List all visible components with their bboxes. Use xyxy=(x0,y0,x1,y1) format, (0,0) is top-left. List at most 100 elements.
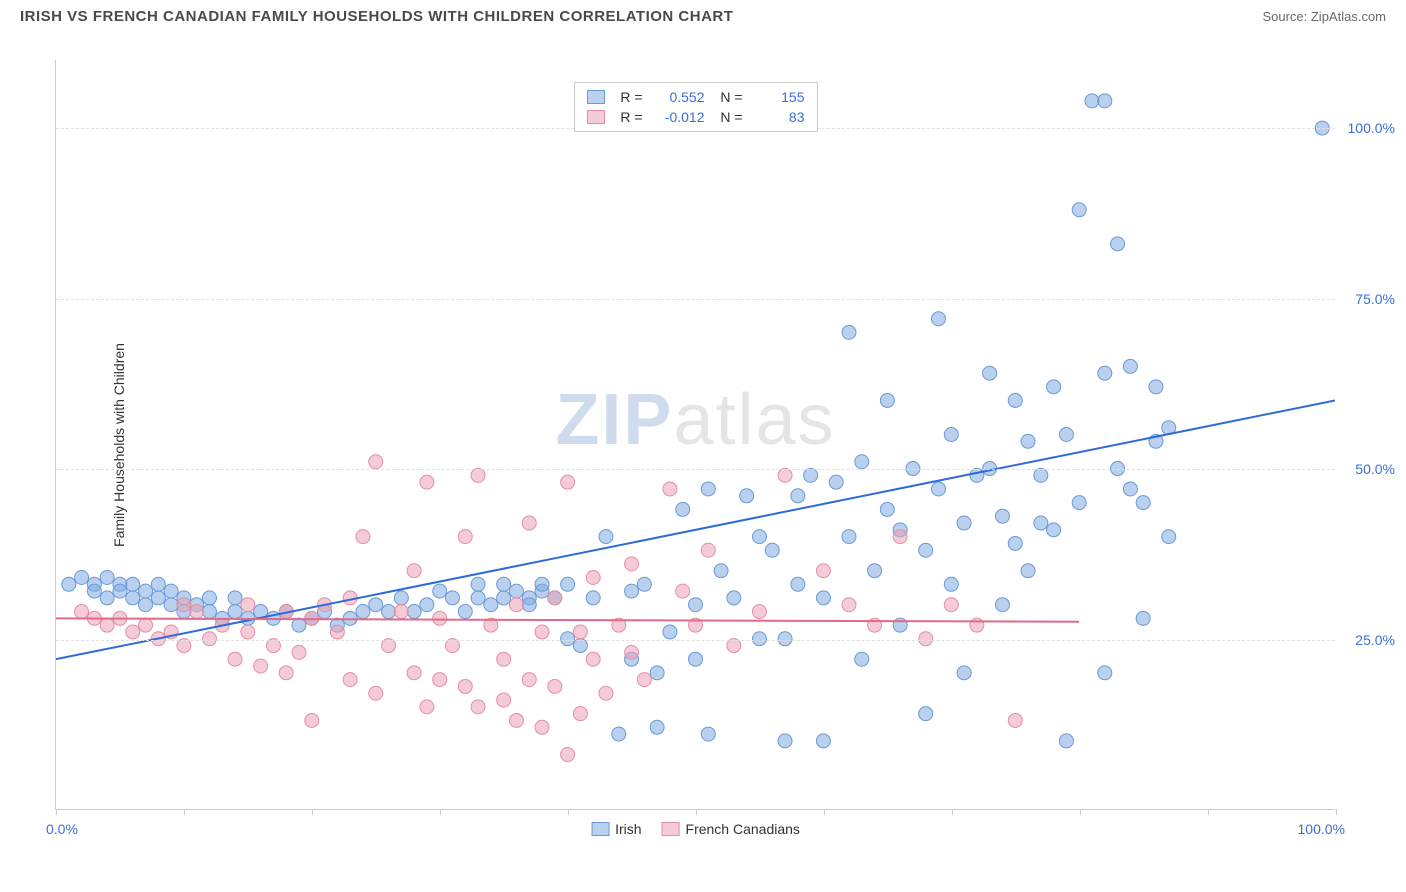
scatter-point xyxy=(625,557,639,571)
scatter-point xyxy=(944,598,958,612)
scatter-point xyxy=(126,591,140,605)
scatter-point xyxy=(880,502,894,516)
scatter-point xyxy=(1008,393,1022,407)
scatter-point xyxy=(791,577,805,591)
scatter-point xyxy=(228,652,242,666)
scatter-point xyxy=(829,475,843,489)
scatter-point xyxy=(509,598,523,612)
legend-label: French Canadians xyxy=(686,821,800,837)
scatter-point xyxy=(445,591,459,605)
scatter-point xyxy=(1059,428,1073,442)
scatter-point xyxy=(394,605,408,619)
scatter-point xyxy=(1034,468,1048,482)
chart-title: IRISH VS FRENCH CANADIAN FAMILY HOUSEHOL… xyxy=(20,8,733,25)
scatter-point xyxy=(535,720,549,734)
scatter-point xyxy=(1034,516,1048,530)
scatter-point xyxy=(919,543,933,557)
scatter-point xyxy=(126,625,140,639)
scatter-point xyxy=(880,393,894,407)
n-label: N = xyxy=(715,109,743,125)
scatter-point xyxy=(586,591,600,605)
scatter-point xyxy=(932,482,946,496)
scatter-point xyxy=(1149,380,1163,394)
scatter-point xyxy=(458,679,472,693)
scatter-point xyxy=(497,577,511,591)
scatter-point xyxy=(561,577,575,591)
legend-swatch xyxy=(587,90,605,104)
scatter-point xyxy=(382,639,396,653)
scatter-point xyxy=(433,584,447,598)
scatter-point xyxy=(407,666,421,680)
scatter-point xyxy=(458,605,472,619)
y-tick-label: 100.0% xyxy=(1348,120,1395,136)
scatter-point xyxy=(778,468,792,482)
scatter-point xyxy=(126,577,140,591)
scatter-point xyxy=(816,734,830,748)
scatter-point xyxy=(509,584,523,598)
scatter-point xyxy=(509,713,523,727)
scatter-point xyxy=(1072,203,1086,217)
scatter-point xyxy=(471,591,485,605)
scatter-point xyxy=(612,727,626,741)
scatter-point xyxy=(957,666,971,680)
scatter-point xyxy=(561,748,575,762)
scatter-point xyxy=(139,618,153,632)
scatter-point xyxy=(305,713,319,727)
scatter-point xyxy=(1098,366,1112,380)
x-tick xyxy=(312,809,313,815)
scatter-point xyxy=(1021,434,1035,448)
scatter-point xyxy=(701,482,715,496)
scatter-point xyxy=(983,366,997,380)
scatter-point xyxy=(1136,611,1150,625)
scatter-point xyxy=(75,605,89,619)
scatter-point xyxy=(113,584,127,598)
r-value: -0.012 xyxy=(653,109,705,125)
scatter-point xyxy=(241,598,255,612)
scatter-point xyxy=(471,700,485,714)
scatter-point xyxy=(407,564,421,578)
scatter-point xyxy=(816,591,830,605)
scatter-point xyxy=(292,645,306,659)
scatter-point xyxy=(701,727,715,741)
y-tick-label: 25.0% xyxy=(1355,632,1395,648)
scatter-point xyxy=(75,571,89,585)
n-label: N = xyxy=(715,89,743,105)
n-value: 83 xyxy=(753,109,805,125)
scatter-point xyxy=(842,325,856,339)
scatter-point xyxy=(1123,482,1137,496)
n-value: 155 xyxy=(753,89,805,105)
scatter-point xyxy=(548,679,562,693)
scatter-point xyxy=(689,652,703,666)
scatter-point xyxy=(420,700,434,714)
scatter-point xyxy=(535,625,549,639)
scatter-point xyxy=(369,455,383,469)
legend-swatch xyxy=(587,110,605,124)
scatter-point xyxy=(1098,666,1112,680)
scatter-point xyxy=(343,673,357,687)
source-label: Source: ZipAtlas.com xyxy=(1262,9,1386,24)
scatter-point xyxy=(266,639,280,653)
scatter-point xyxy=(382,605,396,619)
scatter-point xyxy=(87,584,101,598)
scatter-point xyxy=(1008,536,1022,550)
scatter-point xyxy=(394,591,408,605)
x-axis-min-label: 0.0% xyxy=(46,821,78,837)
scatter-point xyxy=(254,659,268,673)
legend-item: Irish xyxy=(591,821,641,837)
scatter-point xyxy=(970,468,984,482)
scatter-point xyxy=(151,591,165,605)
scatter-point xyxy=(752,530,766,544)
scatter-point xyxy=(637,577,651,591)
scatter-point xyxy=(573,707,587,721)
scatter-point xyxy=(919,707,933,721)
scatter-point xyxy=(586,652,600,666)
scatter-point xyxy=(893,530,907,544)
scatter-point xyxy=(765,543,779,557)
scatter-point xyxy=(420,598,434,612)
scatter-point xyxy=(241,625,255,639)
plot-svg xyxy=(56,60,1335,809)
scatter-point xyxy=(62,577,76,591)
scatter-point xyxy=(407,605,421,619)
scatter-point xyxy=(202,605,216,619)
scatter-point xyxy=(676,584,690,598)
